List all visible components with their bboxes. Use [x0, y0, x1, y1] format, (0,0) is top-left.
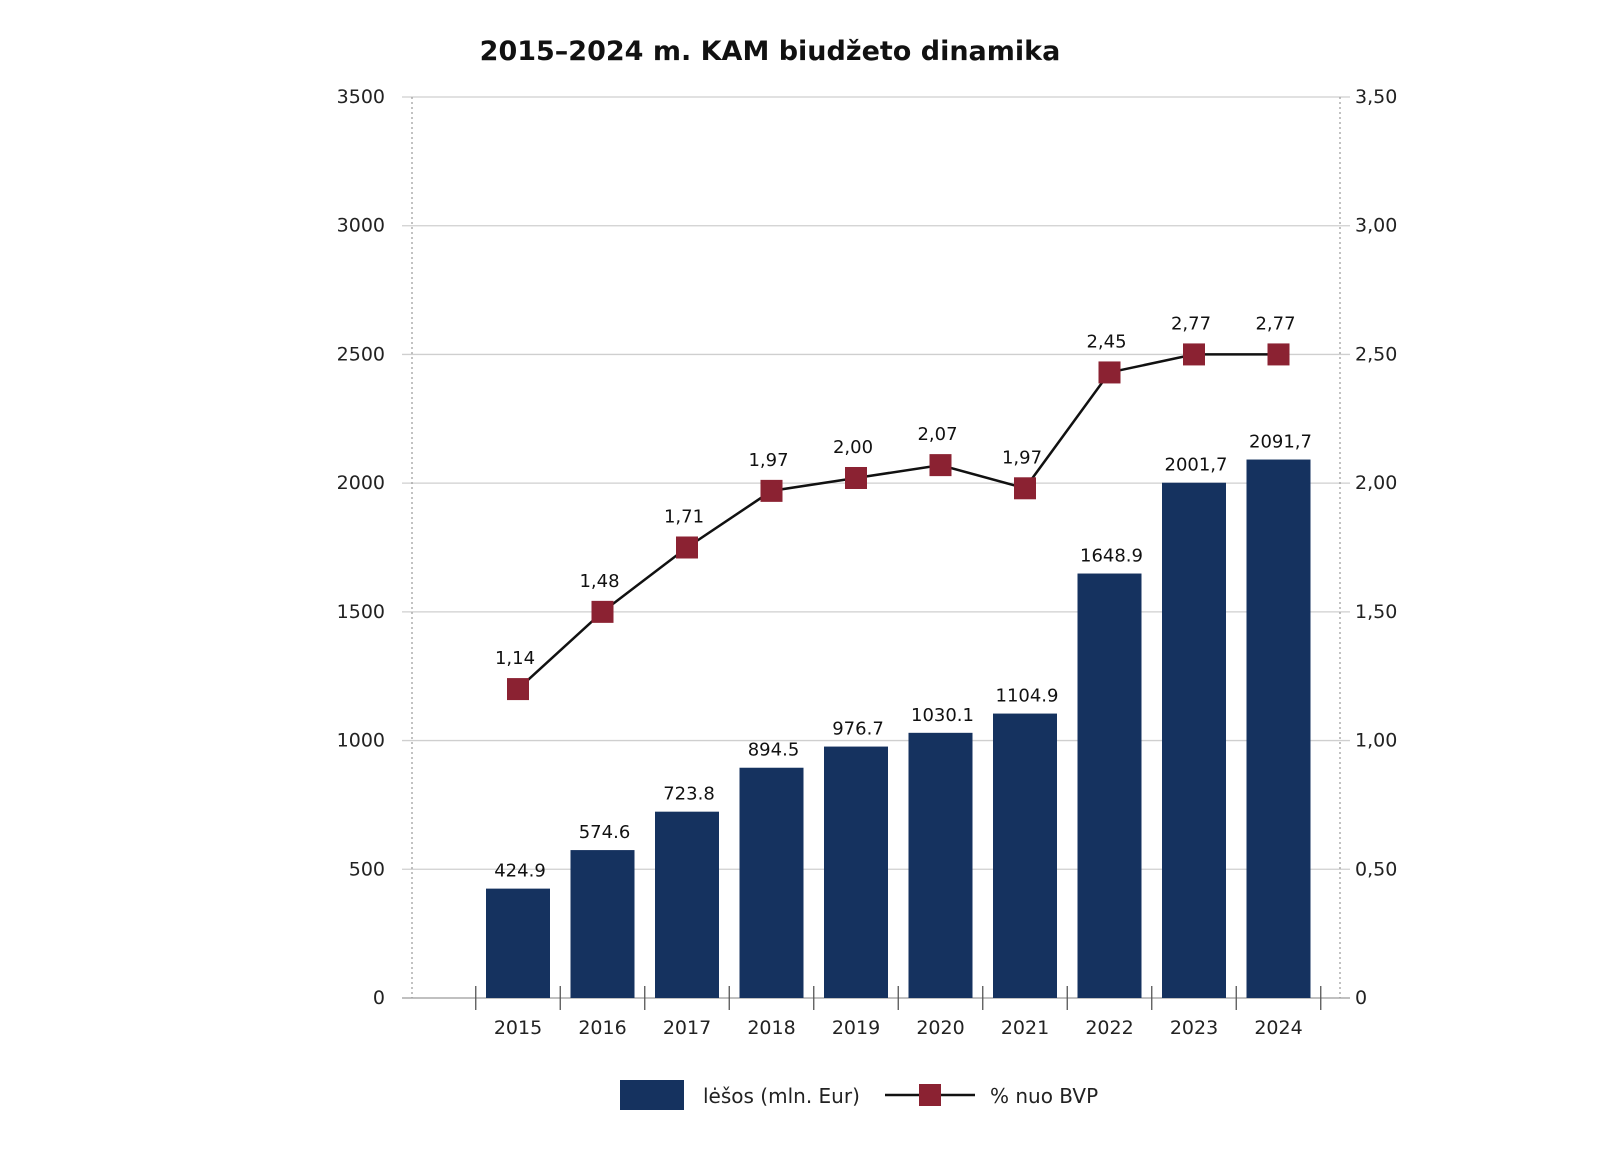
line-marker: [507, 678, 529, 701]
bar-value-label: 894.5: [748, 740, 800, 761]
bar: [1077, 573, 1142, 998]
bar-value-label: 1648.9: [1080, 546, 1143, 567]
axis-layer: 0 0 500 0,50 1000 1,00 1500 1,50 2000 2,00 2500 2,5…: [337, 86, 1398, 1039]
bar: [908, 732, 973, 998]
series-line: [517, 353, 1279, 691]
line-marker: [1014, 477, 1036, 500]
line-value-label: 2,00: [833, 437, 873, 458]
line-marker: [591, 600, 614, 623]
y-left-tick-label: 500: [349, 858, 385, 880]
bar-value-label: 723.8: [663, 784, 715, 805]
bar: [993, 713, 1057, 998]
line-value-label: 2,77: [1171, 313, 1211, 334]
line-value-label: 2,77: [1255, 313, 1295, 334]
line-value-label: 1,14: [495, 648, 535, 669]
y-right-tick-label: 3,50: [1355, 86, 1397, 108]
x-tick-label: 2015: [494, 1017, 542, 1039]
line-marker: [929, 454, 952, 477]
y-right-tick-label: 0,50: [1355, 858, 1397, 880]
bar-value-label: 976.7: [832, 719, 884, 740]
bar-value-label: 2001,7: [1165, 455, 1228, 476]
bar-value-label: 1104.9: [996, 686, 1059, 707]
line-value-label: 1,71: [664, 507, 704, 528]
y-right-tick-label: 0: [1355, 987, 1367, 1009]
bar-value-label: 574.6: [579, 822, 631, 843]
x-tick-label: 2023: [1170, 1017, 1218, 1039]
x-tick-label: 2017: [663, 1017, 711, 1039]
label-layer: 424.9 574.6 723.8 894.5 976.7 1030.1 1104.9 164…: [494, 313, 1312, 881]
line-value-label: 1,97: [1002, 447, 1042, 468]
y-left-tick-label: 3500: [337, 86, 385, 108]
bar-layer: [486, 459, 1311, 999]
y-right-tick-label: 2,50: [1355, 343, 1397, 365]
line-marker: [760, 479, 783, 502]
x-tick-label: 2019: [832, 1017, 880, 1039]
legend-swatch-bars: [620, 1080, 684, 1110]
y-left-tick-label: 1000: [337, 730, 385, 752]
y-left-tick-label: 3000: [337, 215, 385, 237]
line-marker: [845, 466, 867, 489]
line-marker: [1267, 343, 1290, 366]
y-left-tick-label: 2000: [337, 472, 385, 494]
y-right-tick-label: 1,00: [1355, 730, 1397, 752]
chart-title: 2015–2024 m. KAM biudžeto dinamika: [480, 36, 1061, 67]
y-left-tick-label: 0: [373, 987, 385, 1009]
bar-value-label: 424.9: [494, 861, 546, 882]
line-marker: [676, 536, 698, 559]
bar-value-label: 2091,7: [1249, 432, 1312, 453]
line-value-label: 1,97: [748, 450, 788, 471]
x-tick-label: 2016: [578, 1017, 626, 1039]
line-value-label: 2,45: [1086, 331, 1126, 352]
y-left-tick-label: 1500: [337, 601, 385, 623]
bar: [1246, 459, 1311, 999]
legend: lėšos (mln. Eur) % nuo BVP: [620, 1080, 1098, 1110]
bar: [570, 850, 635, 998]
bar: [486, 888, 550, 998]
line-value-label: 2,07: [917, 424, 957, 445]
y-left-tick-label: 2500: [337, 343, 385, 365]
bar-value-label: 1030.1: [911, 705, 974, 726]
bar: [824, 746, 888, 998]
x-tick-label: 2022: [1085, 1017, 1133, 1039]
line-marker: [1098, 361, 1121, 384]
line-layer: [507, 343, 1290, 701]
y-right-tick-label: 1,50: [1355, 601, 1397, 623]
x-tick-label: 2018: [747, 1017, 795, 1039]
grid-layer: [402, 96, 1350, 999]
line-value-label: 1,48: [579, 571, 619, 592]
legend-label-bars: lėšos (mln. Eur): [703, 1084, 860, 1108]
bar: [655, 811, 719, 998]
legend-label-line: % nuo BVP: [990, 1084, 1098, 1108]
legend-marker-square: [919, 1084, 941, 1106]
x-tick-label: 2021: [1001, 1017, 1049, 1039]
bar: [1162, 482, 1226, 999]
x-tick-label: 2024: [1254, 1017, 1302, 1039]
y-right-tick-label: 2,00: [1355, 472, 1397, 494]
bar: [739, 767, 804, 998]
x-tick-label: 2020: [916, 1017, 964, 1039]
line-marker: [1183, 343, 1205, 366]
y-right-tick-label: 3,00: [1355, 215, 1397, 237]
